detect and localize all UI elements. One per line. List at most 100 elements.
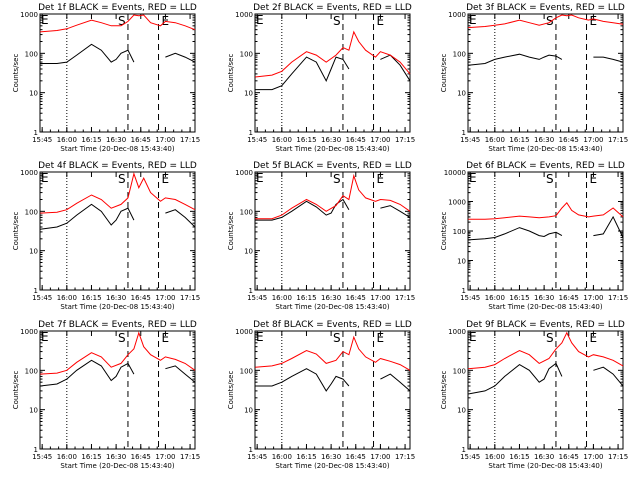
x-tick-label: 16:45 <box>559 136 579 144</box>
panel-5: Det 5f BLACK = Events, RED = LLD 1 10 100 10… <box>227 161 415 311</box>
y-tick-label: 1 <box>249 129 253 137</box>
x-tick-label: 17:00 <box>155 294 175 302</box>
panel-7: Det 7f BLACK = Events, RED = LLD 1 10 100 10… <box>12 320 200 470</box>
x-axis-label: Start Time (20-Dec-08 15:43:40) <box>60 303 174 311</box>
x-tick-label: 16:00 <box>485 136 505 144</box>
y-tick-label: 1000 <box>20 169 38 177</box>
plot-frame <box>39 171 196 291</box>
y-axis-label: Counts/sec <box>227 371 235 410</box>
y-tick-label: 1 <box>34 129 38 137</box>
series-line-lld <box>468 331 624 370</box>
x-tick-label: 16:15 <box>509 136 529 144</box>
x-tick-label: 17:00 <box>155 453 175 461</box>
x-tick-label: 16:45 <box>131 136 151 144</box>
y-tick-label: 1000 <box>235 11 253 19</box>
panel-title: Det 1f BLACK = Events, RED = LLD <box>38 3 197 13</box>
y-axis-label: Counts/sec <box>12 371 20 410</box>
x-tick-label: 16:15 <box>81 136 101 144</box>
marker-e: E <box>377 14 385 28</box>
y-axis-label: Counts/sec <box>227 54 235 93</box>
series-line-lld <box>40 172 196 214</box>
marker-e: E <box>590 172 598 186</box>
y-tick-label: 10 <box>457 407 466 415</box>
series-line-lld <box>468 201 624 220</box>
x-tick-label: 16:15 <box>296 294 316 302</box>
x-axis-label: Start Time (20-Dec-08 15:43:40) <box>488 462 602 470</box>
series-line-events <box>40 43 196 64</box>
x-tick-label: 16:30 <box>106 136 126 144</box>
series-line-events <box>40 203 196 230</box>
panel-1: Det 1f BLACK = Events, RED = LLD 1 10 100 10… <box>12 3 200 153</box>
x-axis-label: Start Time (20-Dec-08 15:43:40) <box>60 145 174 153</box>
x-tick-label: 16:30 <box>321 136 341 144</box>
y-axis-label: Counts/sec <box>440 371 448 410</box>
series-line-lld <box>40 331 196 375</box>
y-tick-label: 100 <box>453 228 466 236</box>
x-tick-label: 16:00 <box>57 294 77 302</box>
marker-s: S <box>546 172 554 186</box>
x-tick-label: 16:30 <box>321 453 341 461</box>
x-tick-label: 16:15 <box>509 294 529 302</box>
x-tick-label: 16:00 <box>57 453 77 461</box>
x-tick-label: 17:15 <box>395 136 415 144</box>
marker-s: S <box>546 331 554 345</box>
y-tick-label: 10 <box>244 90 253 98</box>
x-tick-label: 16:15 <box>296 453 316 461</box>
panel-8: Det 8f BLACK = Events, RED = LLD 1 10 100 10… <box>227 320 415 470</box>
marker-e: E <box>162 331 170 345</box>
panel-title: Det 8f BLACK = Events, RED = LLD <box>253 320 412 330</box>
series-line-events <box>468 362 624 395</box>
y-tick-label: 10 <box>244 248 253 256</box>
x-tick-label: 16:30 <box>106 453 126 461</box>
x-tick-label: 16:15 <box>509 453 529 461</box>
plot-frame <box>254 330 411 450</box>
y-tick-label: 1 <box>34 287 38 295</box>
x-tick-label: 16:45 <box>346 453 366 461</box>
x-tick-label: 15:45 <box>32 136 52 144</box>
plot-frame <box>467 171 624 291</box>
y-tick-label: 10 <box>29 248 38 256</box>
x-tick-label: 15:45 <box>32 453 52 461</box>
y-tick-label: 100 <box>25 367 38 375</box>
marker-e-start: E <box>469 330 477 344</box>
panel-9: Det 9f BLACK = Events, RED = LLD 1 10 100 10… <box>440 320 628 470</box>
panel-title: Det 7f BLACK = Events, RED = LLD <box>38 320 197 330</box>
y-axis-label: Counts/sec <box>440 212 448 251</box>
x-tick-label: 17:00 <box>370 453 390 461</box>
marker-s: S <box>333 172 341 186</box>
x-tick-label: 17:00 <box>583 453 603 461</box>
y-tick-label: 10 <box>457 258 466 266</box>
x-tick-label: 16:00 <box>485 453 505 461</box>
y-tick-label: 100 <box>25 50 38 58</box>
y-tick-label: 100 <box>453 367 466 375</box>
x-axis-label: Start Time (20-Dec-08 15:43:40) <box>275 462 389 470</box>
marker-s: S <box>333 331 341 345</box>
series-line-events <box>255 368 411 392</box>
panel-4: Det 4f BLACK = Events, RED = LLD 1 10 100 10… <box>12 161 200 311</box>
x-tick-label: 16:00 <box>57 136 77 144</box>
series-line-events <box>468 215 624 241</box>
x-tick-label: 17:15 <box>608 294 628 302</box>
y-axis-label: Counts/sec <box>440 54 448 93</box>
y-tick-label: 1 <box>462 287 466 295</box>
x-tick-label: 16:00 <box>485 294 505 302</box>
x-axis-label: Start Time (20-Dec-08 15:43:40) <box>488 145 602 153</box>
x-tick-label: 17:00 <box>583 136 603 144</box>
marker-e: E <box>162 172 170 186</box>
panel-3: Det 3f BLACK = Events, RED = LLD 1 10 100 10… <box>440 3 628 153</box>
x-tick-label: 16:15 <box>81 294 101 302</box>
x-tick-label: 16:00 <box>272 294 292 302</box>
x-tick-label: 16:45 <box>131 453 151 461</box>
x-tick-label: 16:30 <box>321 294 341 302</box>
x-tick-label: 16:45 <box>559 453 579 461</box>
x-tick-label: 15:45 <box>247 453 267 461</box>
x-axis-label: Start Time (20-Dec-08 15:43:40) <box>488 303 602 311</box>
series-line-events <box>255 54 411 91</box>
x-tick-label: 17:00 <box>583 294 603 302</box>
panel-title: Det 5f BLACK = Events, RED = LLD <box>253 161 412 171</box>
panel-6: Det 6f BLACK = Events, RED = LLD 1 10 100 10… <box>440 161 628 311</box>
y-tick-label: 1000 <box>448 328 466 336</box>
plot-frame <box>254 13 411 133</box>
plot-frame <box>467 330 624 450</box>
